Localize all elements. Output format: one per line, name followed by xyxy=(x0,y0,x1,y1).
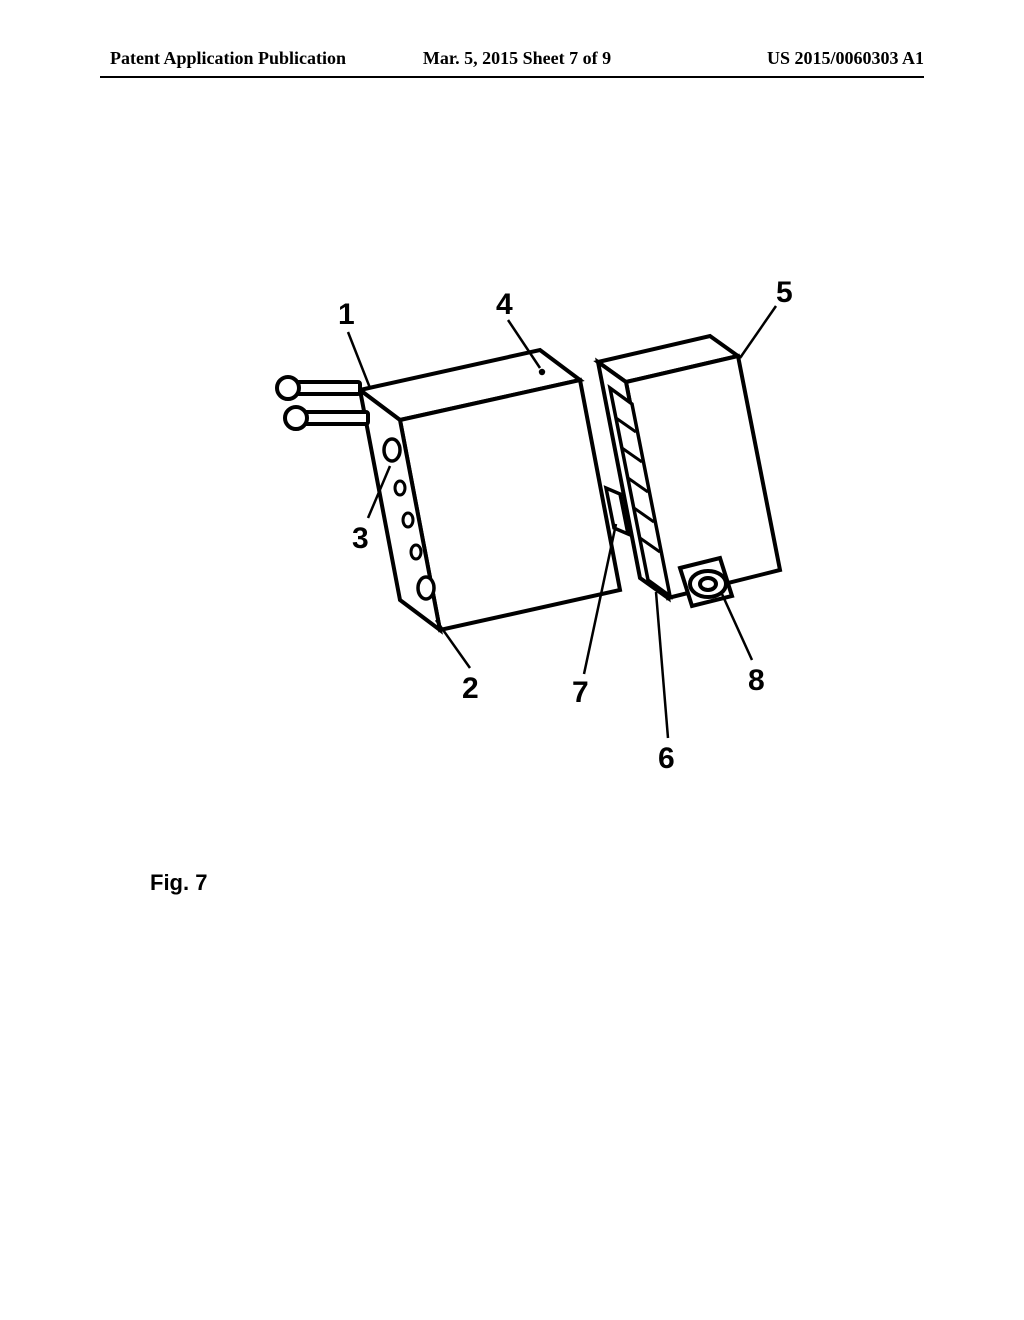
header-patent-number: US 2015/0060303 A1 xyxy=(653,48,924,69)
header-sheet: Mar. 5, 2015 Sheet 7 of 9 xyxy=(381,48,652,69)
page-header: Patent Application Publication Mar. 5, 2… xyxy=(0,48,1024,69)
callout-2: 2 xyxy=(462,672,479,705)
callout-5: 5 xyxy=(776,276,793,309)
callout-1: 1 xyxy=(338,298,355,331)
header-rule xyxy=(100,76,924,78)
callout-4: 4 xyxy=(496,288,513,321)
callout-7: 7 xyxy=(572,676,589,709)
figure-drawing: 1 2 3 4 5 6 7 8 xyxy=(240,270,800,830)
figure-area: 1 2 3 4 5 6 7 8 xyxy=(0,270,1024,870)
callout-6: 6 xyxy=(658,742,675,775)
header-publication: Patent Application Publication xyxy=(110,48,381,69)
figure-label: Fig. 7 xyxy=(150,870,207,896)
callout-8: 8 xyxy=(748,664,765,697)
callout-3: 3 xyxy=(352,522,369,555)
